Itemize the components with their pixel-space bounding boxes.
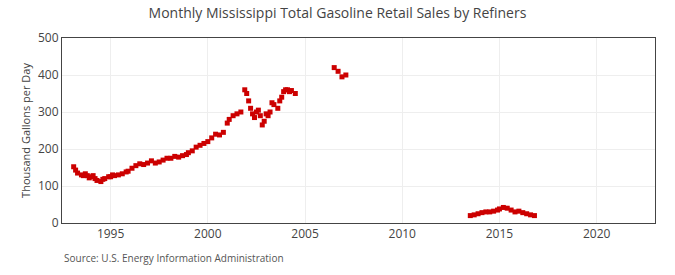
svg-text:2015: 2015 xyxy=(486,225,514,242)
svg-text:2020: 2020 xyxy=(583,225,611,242)
svg-text:Monthly Mississippi Total Gaso: Monthly Mississippi Total Gasoline Retai… xyxy=(149,3,527,22)
svg-text:Thousand Gallons per Day: Thousand Gallons per Day xyxy=(18,63,33,198)
svg-text:0: 0 xyxy=(52,214,59,231)
svg-text:2000: 2000 xyxy=(194,225,222,242)
svg-text:Source: U.S. Energy Informatio: Source: U.S. Energy Information Administ… xyxy=(64,251,284,265)
svg-text:2010: 2010 xyxy=(389,225,417,242)
svg-text:500: 500 xyxy=(38,29,59,46)
svg-text:400: 400 xyxy=(38,66,59,83)
svg-text:1995: 1995 xyxy=(97,225,125,242)
svg-text:300: 300 xyxy=(38,103,59,120)
svg-text:100: 100 xyxy=(38,177,59,194)
svg-text:200: 200 xyxy=(38,140,59,157)
svg-text:2005: 2005 xyxy=(291,225,319,242)
